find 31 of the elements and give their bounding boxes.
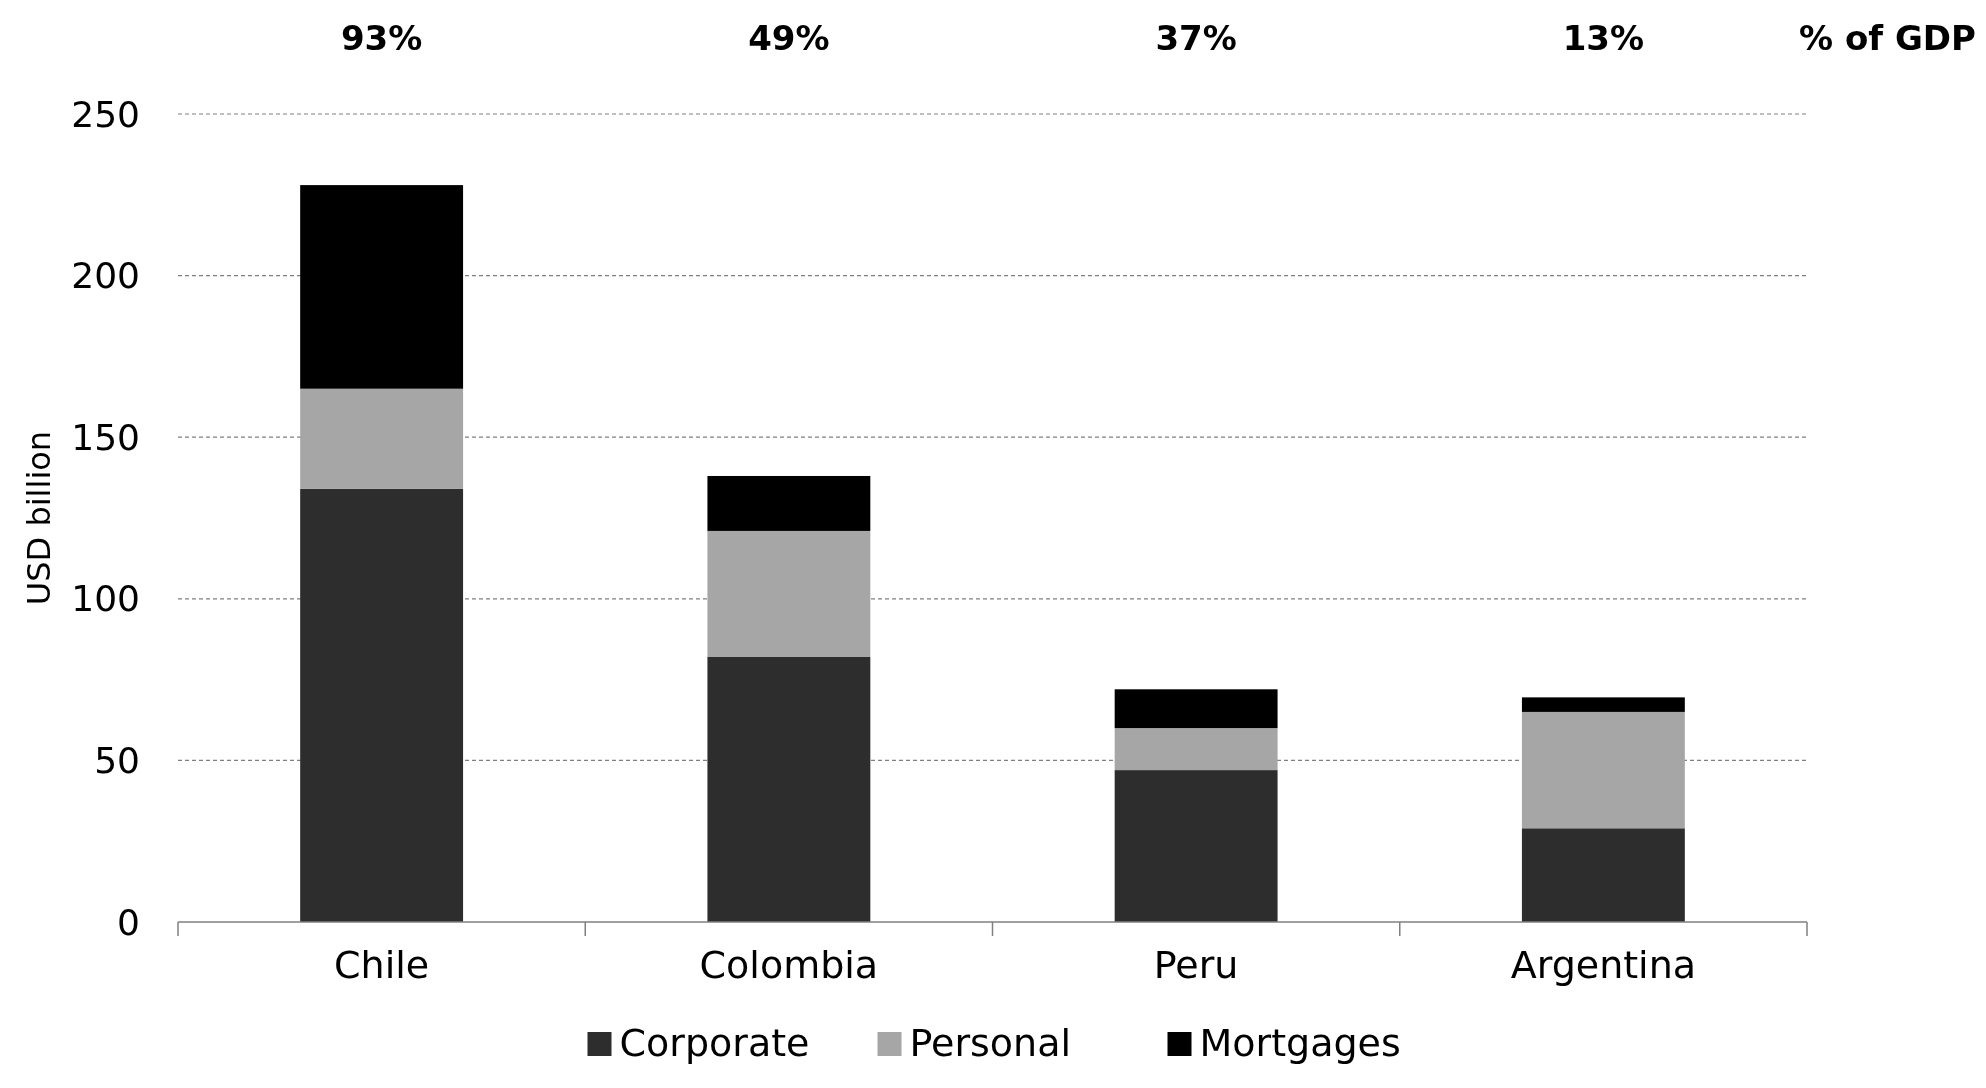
y-tick-label: 200 [71, 255, 140, 297]
bar [1114, 770, 1278, 922]
y-tick-label: 250 [71, 93, 140, 135]
y-tick-label: 150 [71, 416, 140, 458]
text: % of GDP [1799, 18, 1976, 58]
text: 93% [340, 18, 423, 58]
bar [300, 388, 464, 489]
y-tick-label: 100 [71, 578, 140, 620]
legend-label: Personal [909, 1021, 1072, 1065]
bar [1521, 711, 1685, 829]
legend-label: Corporate [619, 1021, 810, 1065]
bar [300, 488, 464, 922]
text: 37% [1155, 18, 1237, 58]
bar [707, 475, 871, 531]
bar [707, 530, 871, 657]
text: 13% [1562, 18, 1645, 58]
bar [300, 185, 464, 389]
bar [707, 656, 871, 922]
bar [1521, 828, 1685, 922]
y-tick-label: 0 [117, 901, 140, 943]
x-tick-label: Colombia [699, 943, 879, 987]
y-tick-label: 50 [94, 740, 140, 781]
bar [1114, 689, 1278, 729]
legend-label: Mortgages [1199, 1021, 1401, 1065]
x-tick-label: Chile [334, 943, 430, 987]
x-tick-label: Argentina [1510, 943, 1697, 987]
y-axis-title: USD billion [20, 430, 58, 606]
bar [1114, 728, 1278, 771]
x-tick-label: Peru [1153, 943, 1239, 987]
bar [1521, 697, 1685, 712]
text: 49% [748, 18, 830, 58]
